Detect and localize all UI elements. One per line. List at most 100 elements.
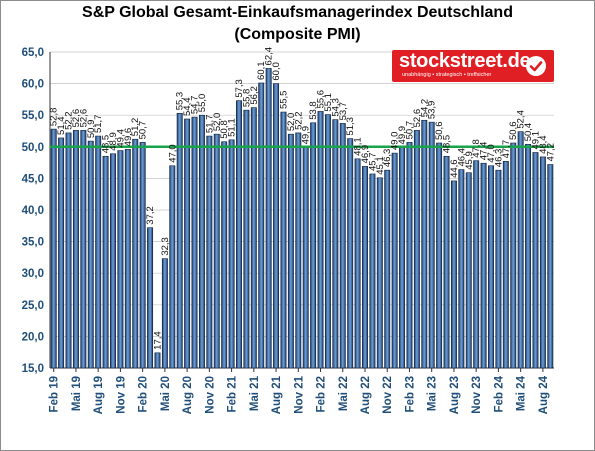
data-label: 46,3 [493,149,504,167]
bar [206,135,213,369]
bar [117,150,124,369]
data-label: 44,6 [449,159,460,178]
data-label: 52,0 [286,113,297,132]
x-tick-label: Mai 22 [338,376,350,411]
data-label: 56,2 [249,86,260,105]
bar [502,161,509,369]
data-label: 52,2 [64,111,75,130]
logo-tagline: unabhängig • strategisch • treffsicher [402,72,492,78]
data-label: 53,7 [338,102,349,121]
data-label: 46,9 [360,145,371,164]
bar [154,352,161,369]
bar [147,227,154,369]
bar [295,132,302,369]
bar [488,165,494,369]
data-label: 48,9 [108,132,119,151]
bar [525,143,532,369]
data-label: 52,4 [516,110,527,129]
bar [428,121,435,369]
x-tick-label: Mai 20 [160,376,172,411]
data-label: 45,1 [375,156,386,175]
data-label: 51,1 [227,118,238,137]
y-tick-label: 25,0 [22,300,44,312]
bar [184,118,191,369]
x-tick-label: Mai 24 [516,375,528,411]
x-tick-label: Aug 22 [360,376,372,414]
data-label: 49,4 [115,129,126,148]
x-tick-label: Feb 22 [316,376,328,412]
bar [443,155,450,369]
bar [399,147,406,369]
data-label: 51,7 [93,115,104,134]
data-label: 17,4 [152,331,163,350]
bar [139,142,146,369]
bar [391,152,398,369]
data-label: 55,0 [197,94,208,113]
data-label: 49,9 [397,126,408,145]
bar [302,147,309,369]
bar [406,142,413,369]
y-tick-label: 40,0 [22,205,44,217]
data-label: 49,0 [390,132,401,151]
bar [310,122,317,369]
data-label: 48,5 [101,135,112,154]
data-label: 37,2 [145,206,156,225]
y-tick-label: 65,0 [22,47,44,59]
bar [369,173,376,369]
data-label: 51,7 [204,115,215,134]
y-tick-label: 55,0 [22,110,44,122]
data-label: 52,6 [412,109,423,128]
y-tick-label: 20,0 [22,331,44,343]
y-tick-label: 35,0 [22,237,44,249]
x-tick-label: Mai 23 [427,376,439,411]
bar [50,128,57,369]
x-tick-label: Nov 23 [471,376,483,414]
data-label: 60,1 [256,61,267,80]
bar [65,132,72,369]
bar [213,133,220,369]
data-label: 50,7 [404,121,415,140]
bar [465,172,472,369]
data-label: 45,7 [367,152,378,171]
bar [273,83,280,369]
x-tick-label: Aug 19 [93,376,105,414]
data-label: 55,8 [241,89,252,107]
x-tick-label: Aug 23 [449,376,461,414]
bar [510,142,517,369]
data-label: 53,8 [308,101,319,120]
bar [132,138,139,369]
bar [265,68,272,369]
bar [87,140,94,369]
x-tick-label: Nov 19 [115,376,127,414]
bar [58,137,65,369]
bar [376,177,383,369]
bar [317,111,324,369]
bar [473,160,480,369]
data-label: 50,4 [523,123,534,142]
bar [532,152,539,369]
data-label: 47,0 [486,144,497,163]
bar [517,131,524,369]
x-tick-label: Feb 20 [138,376,150,412]
chart-title: S&P Global Gesamt-Einkaufsmanagerindex D… [82,4,513,21]
data-label: 47,2 [545,143,556,162]
checkmark-icon [526,56,546,76]
data-label: 52,6 [78,109,89,128]
bar [258,82,265,369]
x-tick-label: Feb 21 [227,375,239,412]
bar [250,107,257,369]
data-label: 48,4 [538,135,549,154]
x-tick-label: Aug 20 [182,376,194,414]
x-tick-label: Mai 19 [71,376,83,411]
data-label: 54,7 [190,96,201,115]
tick-label-layer: 15,0 20,0 25,0 30,0 35,0 40,0 45,0 50,0 55,0 60,0… [22,47,550,414]
bar [339,123,346,369]
data-label: 51,3 [345,117,356,136]
data-label: 50,9 [86,120,97,139]
y-tick-label: 50,0 [22,142,44,154]
data-label: 52,8 [49,108,60,127]
data-label: 52,2 [293,111,304,130]
data-label: 49,6 [123,128,134,147]
data-label: 50,6 [434,122,445,141]
bar [169,165,176,369]
